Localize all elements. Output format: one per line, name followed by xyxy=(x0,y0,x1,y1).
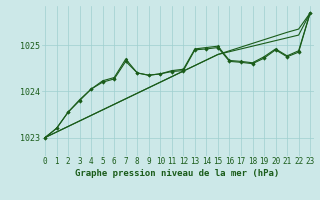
X-axis label: Graphe pression niveau de la mer (hPa): Graphe pression niveau de la mer (hPa) xyxy=(76,169,280,178)
